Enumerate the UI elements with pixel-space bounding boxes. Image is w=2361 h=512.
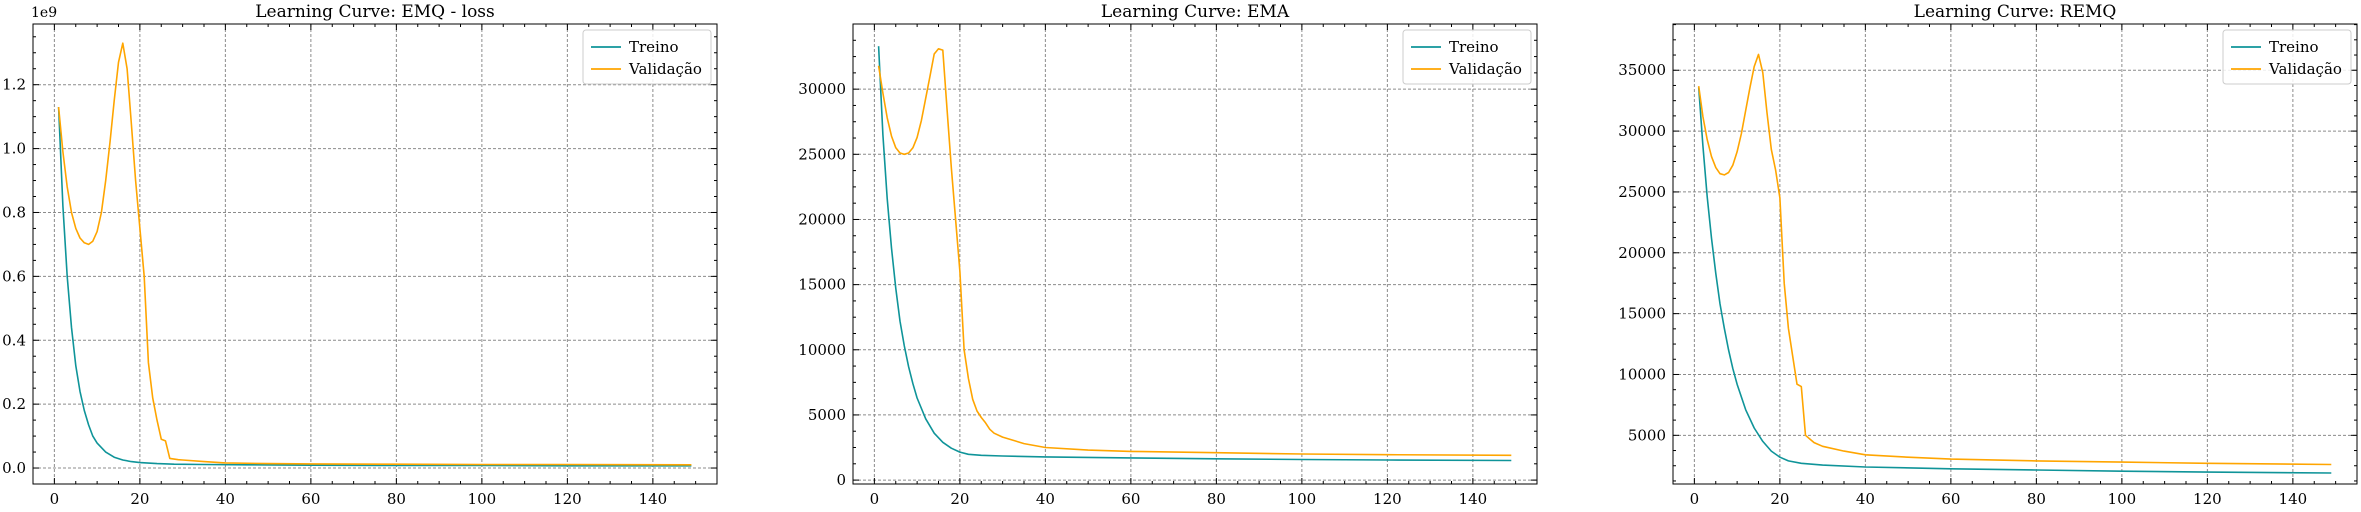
y-tick-label: 35000 — [1618, 61, 1666, 79]
y-tick-label: 0.2 — [2, 395, 26, 413]
chart-title: Learning Curve: EMA — [1101, 2, 1290, 22]
x-tick-label: 40 — [216, 490, 235, 508]
x-tick-label: 20 — [1770, 490, 1789, 508]
x-tick-label: 100 — [2108, 490, 2137, 508]
legend-label: Treino — [629, 38, 679, 56]
plot-frame — [32, 23, 718, 485]
series-line-treino — [877, 46, 1512, 462]
y-tick-label: 1.2 — [2, 76, 26, 94]
x-tick-label: 100 — [1288, 490, 1317, 508]
legend-box — [582, 29, 712, 85]
x-tick-label: 0 — [870, 490, 880, 508]
y-tick-label: 15000 — [1618, 305, 1666, 323]
plot-frame — [1672, 23, 2358, 485]
legend-box — [1402, 29, 1532, 85]
x-tick-label: 20 — [130, 490, 149, 508]
y-tick-label: 20000 — [798, 210, 846, 228]
x-tick-label: 120 — [1373, 490, 1402, 508]
chart-title: Learning Curve: REMQ — [1914, 2, 2117, 22]
y-tick-label: 0.0 — [2, 459, 26, 477]
y-tick-label: 0.8 — [2, 203, 26, 221]
series-line-treino — [1697, 87, 2332, 474]
x-tick-label: 60 — [301, 490, 320, 508]
chart-panel-remq: 0 20 40 60 80 100 120 140 5000 10000 15000 20000 250… — [1618, 2, 2358, 508]
y-tick-label: 25000 — [798, 145, 846, 163]
y-tick-label: 30000 — [798, 80, 846, 98]
x-tick-label: 140 — [639, 490, 668, 508]
y-tick-label: 0.6 — [2, 267, 26, 285]
x-tick-label: 80 — [1207, 490, 1226, 508]
series-line-validacao — [1697, 53, 2332, 466]
plot-frame — [852, 23, 1538, 485]
x-tick-label: 120 — [553, 490, 582, 508]
legend: Treino Validação — [582, 29, 712, 85]
x-tick-label: 80 — [2027, 490, 2046, 508]
legend-label: Treino — [1449, 38, 1499, 56]
x-tick-label: 140 — [1459, 490, 1488, 508]
legend-box — [2222, 29, 2352, 85]
series-line-validacao — [57, 42, 692, 466]
legend: Treino Validação — [1402, 29, 1532, 85]
x-tick-label: 80 — [387, 490, 406, 508]
x-tick-label: 0 — [1690, 490, 1700, 508]
x-tick-label: 40 — [1036, 490, 1055, 508]
y-tick-label: 5000 — [808, 406, 846, 424]
x-tick-label: 100 — [468, 490, 497, 508]
y-tick-label: 5000 — [1628, 426, 1666, 444]
x-tick-label: 60 — [1121, 490, 1140, 508]
legend-label: Treino — [2269, 38, 2319, 56]
x-tick-label: 0 — [50, 490, 60, 508]
y-tick-label: 0 — [836, 471, 846, 489]
legend: Treino Validação — [2222, 29, 2352, 85]
legend-label: Validação — [628, 60, 702, 78]
legend-label: Validação — [1448, 60, 1522, 78]
x-tick-label: 60 — [1941, 490, 1960, 508]
y-tick-label: 10000 — [1618, 365, 1666, 383]
y-tick-label: 15000 — [798, 276, 846, 294]
y-tick-label: 30000 — [1618, 122, 1666, 140]
y-tick-label: 1.0 — [2, 140, 26, 158]
chart-panel-emq: 0 20 40 60 80 100 120 140 0.0 0.2 0.4 0.6 0.8 1.0 1.2 L… — [2, 2, 718, 508]
chart-panel-ema: 0 20 40 60 80 100 120 140 0 5000 10000 15000 20000 25… — [798, 2, 1538, 508]
x-tick-label: 40 — [1856, 490, 1875, 508]
legend-label: Validação — [2268, 60, 2342, 78]
y-tick-label: 0.4 — [2, 331, 26, 349]
y-tick-label: 20000 — [1618, 244, 1666, 262]
chart-title: Learning Curve: EMQ - loss — [255, 2, 495, 22]
series-line-validacao — [877, 47, 1512, 457]
y-tick-label: 10000 — [798, 341, 846, 359]
series-line-treino — [57, 107, 692, 467]
y-offset-label: 1e9 — [31, 5, 57, 21]
x-tick-label: 120 — [2193, 490, 2222, 508]
x-tick-label: 20 — [950, 490, 969, 508]
y-tick-label: 25000 — [1618, 183, 1666, 201]
x-tick-label: 140 — [2279, 490, 2308, 508]
